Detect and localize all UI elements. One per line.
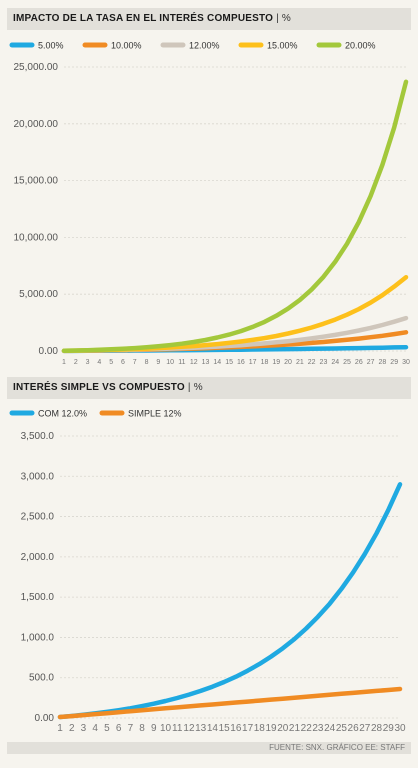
chart2-title: INTERÉS SIMPLE VS COMPUESTO [13,382,185,393]
x-tick-label: 18 [254,723,266,734]
chart1-unit: % [281,13,291,24]
x-tick-label: 30 [402,359,410,366]
x-tick-label: 23 [312,723,324,734]
x-tick-label: 26 [348,723,360,734]
x-tick-label: 2 [69,723,75,734]
x-tick-label: 25 [343,359,351,366]
x-tick-label: 5 [109,359,113,366]
x-tick-label: 11 [178,359,185,366]
x-tick-label: 19 [265,723,277,734]
x-tick-label: 27 [359,723,371,734]
x-tick-label: 19 [272,359,280,366]
source-note: FUENTE: SNX. GRÁFICO EE: STAFF [269,743,405,752]
x-tick-label: 22 [301,723,313,734]
x-tick-label: 10 [160,723,172,734]
x-tick-label: 20 [284,359,292,366]
x-tick-label: 24 [331,359,339,366]
legend-label: 5.00% [38,41,64,51]
legend-label: COM 12.0% [38,409,87,419]
x-tick-label: 11 [172,723,183,734]
chart2-unit: % [193,382,203,393]
x-tick-label: 18 [261,359,269,366]
legend-label: 20.00% [345,41,376,51]
series-line-1 [57,482,403,720]
y-tick-label: 1,500.0 [21,592,55,603]
x-tick-label: 30 [394,723,406,734]
x-tick-label: 27 [367,359,375,366]
x-tick-label: 16 [230,723,242,734]
series-line-2 [57,686,403,720]
x-tick-label: 14 [207,723,219,734]
y-tick-label: 15,000.00 [14,176,59,187]
x-tick-label: 26 [355,359,363,366]
legend-label: 10.00% [111,41,142,51]
x-tick-label: 1 [62,359,66,366]
legend-label: 15.00% [267,41,298,51]
x-tick-label: 25 [336,723,348,734]
x-tick-label: 13 [195,723,207,734]
x-tick-label: 14 [213,359,221,366]
x-tick-label: 8 [145,359,149,366]
chart1-title: IMPACTO DE LA TASA EN EL INTERÉS COMPUES… [13,13,274,24]
y-tick-label: 0.00 [35,713,55,724]
x-tick-label: 5 [104,723,110,734]
footer-bar: FUENTE: SNX. GRÁFICO EE: STAFF [7,742,411,754]
x-tick-label: 23 [320,359,328,366]
x-tick-label: 1 [57,723,63,734]
x-tick-label: 4 [97,359,101,366]
y-tick-label: 0.00 [39,346,59,357]
y-tick-label: 1,000.0 [21,632,55,643]
y-tick-label: 10,000.00 [14,232,59,243]
x-tick-label: 28 [371,723,383,734]
x-tick-label: 3 [86,359,90,366]
series-line-5 [61,79,409,354]
x-tick-label: 7 [128,723,134,734]
x-tick-label: 7 [133,359,137,366]
x-tick-label: 17 [242,723,254,734]
x-tick-label: 9 [151,723,157,734]
x-tick-label: 6 [121,359,125,366]
x-tick-label: 2 [74,359,78,366]
chart1-plot: 5.00% 10.00% 12.00% 15.00% 20.00% 0.00 5,000.0… [9,41,410,366]
chart2-plot: COM 12.0% SIMPLE 12% 0.00 500.0 1,000.0 1,500… [9,409,406,734]
x-tick-label: 12 [190,359,198,366]
x-tick-label: 29 [390,359,398,366]
x-tick-label: 8 [139,723,145,734]
x-tick-label: 9 [156,359,160,366]
legend-label: 12.00% [189,41,220,51]
chart1-header: IMPACTO DE LA TASA EN EL INTERÉS COMPUES… [7,8,411,30]
y-tick-label: 5,000.00 [19,289,58,300]
y-tick-label: 20,000.00 [14,119,59,130]
x-tick-label: 12 [183,723,195,734]
x-tick-label: 28 [379,359,387,366]
x-tick-label: 21 [296,359,304,366]
x-tick-label: 15 [225,359,233,366]
x-tick-label: 22 [308,359,316,366]
x-tick-label: 4 [92,723,98,734]
chart2-header: INTERÉS SIMPLE VS COMPUESTO | % [7,377,411,399]
x-tick-label: 15 [219,723,231,734]
x-tick-label: 13 [202,359,210,366]
y-tick-label: 2,500.0 [21,512,55,523]
x-tick-label: 29 [383,723,395,734]
x-tick-label: 10 [166,359,174,366]
x-tick-label: 6 [116,723,122,734]
x-tick-label: 21 [289,723,301,734]
x-tick-label: 17 [249,359,257,366]
x-tick-label: 3 [81,723,87,734]
x-tick-label: 16 [237,359,245,366]
x-tick-label: 24 [324,723,336,734]
y-tick-label: 3,500.0 [21,431,55,442]
y-tick-label: 2,000.0 [21,552,55,563]
x-tick-label: 20 [277,723,289,734]
y-tick-label: 25,000.00 [14,62,59,73]
y-tick-label: 3,000.0 [21,471,55,482]
legend-label: SIMPLE 12% [128,409,182,419]
y-tick-label: 500.0 [29,673,54,684]
